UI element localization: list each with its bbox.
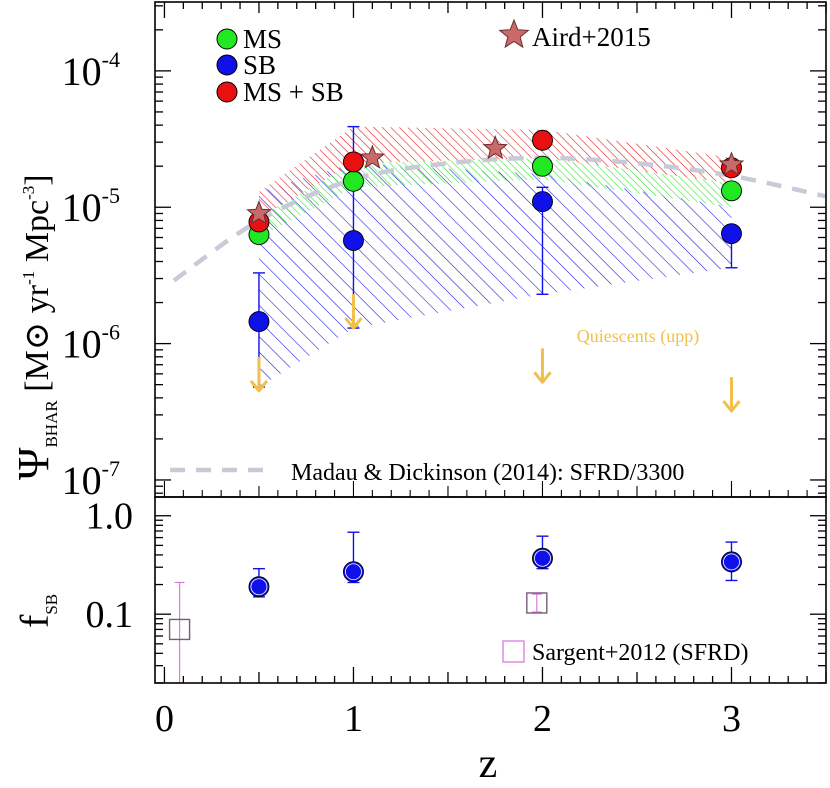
legend-mssb-marker	[216, 81, 238, 103]
point-ms-1	[343, 170, 364, 192]
point-sb-2	[532, 191, 553, 213]
bottom-y-axis-label: fSB	[12, 594, 61, 628]
point-ms-sb-2	[532, 129, 553, 151]
xtick-label-1: 1	[344, 698, 363, 740]
bottom-y-axis-label-main: f	[12, 614, 57, 628]
xtick-label-0: 0	[155, 698, 174, 740]
fsb-point-ring-1	[345, 563, 362, 581]
fsb-point-0	[248, 576, 270, 598]
top-y-axis-label-exp1: -1	[19, 271, 38, 285]
legend-aird-label: Aird+2015	[532, 22, 651, 52]
quiescent-arrow-head-1	[344, 317, 363, 330]
legend-ms-sb: MS SB MS + SB	[216, 24, 344, 107]
axis-tick-labels: 10-7 10-6 10-5 10-4 0.1 1.0 0 1 2 3	[62, 47, 741, 740]
legend-ms-label: MS	[243, 24, 282, 54]
legend-sargent: Sargent+2012 (SFRD)	[502, 640, 748, 666]
fsb-point-1	[343, 561, 364, 583]
point-ms-3	[721, 180, 742, 202]
point-sb-1	[343, 230, 364, 251]
legend-sargent-marker	[502, 640, 525, 663]
axis-ticks	[155, 2, 827, 684]
aird-star-0	[246, 200, 272, 225]
top-ytick-label-2: 10-5	[62, 183, 120, 230]
legend-ms-marker	[216, 28, 238, 50]
legend-madau-label: Madau & Dickinson (2014): SFRD/3300	[291, 460, 684, 486]
legend-aird-marker	[498, 18, 530, 49]
top-ytick-label-1: 10-6	[62, 320, 120, 367]
top-y-axis-label-sub: BHAR	[42, 400, 61, 448]
quiescent-arrow-head-2	[533, 371, 552, 384]
xtick-label-3: 3	[722, 698, 741, 740]
bottom-panel-frame	[154, 496, 827, 684]
bottom-panel-data-marks	[168, 531, 742, 684]
band-1	[259, 157, 732, 238]
aird-star-1	[359, 144, 386, 169]
fsb-point-ring-0	[250, 578, 268, 596]
top-y-axis-label-exp2: -3	[19, 186, 38, 200]
top-panel-bands	[259, 126, 732, 388]
aird-star-2	[482, 135, 508, 160]
sun-symbol: ⊙	[19, 322, 56, 351]
fsb-point-3	[721, 551, 742, 573]
legend-madau: Madau & Dickinson (2014): SFRD/3300	[170, 460, 684, 486]
point-sb-0	[248, 311, 270, 333]
top-y-axis-label-unit-close: ]	[19, 174, 56, 185]
top-y-axis-label-mpc: Mpc	[19, 200, 56, 271]
top-y-axis-label-unit-open: [M	[19, 350, 56, 400]
band-2	[259, 126, 732, 219]
legend-aird: Aird+2015	[498, 18, 651, 52]
aird-star-3	[718, 151, 745, 176]
sargent-square-0	[168, 618, 191, 641]
point-ms-2	[532, 155, 553, 177]
top-y-axis-label: ΨBHAR [M⊙ yr-1 Mpc-3]	[9, 174, 61, 480]
top-ytick-label-0: 10-7	[62, 456, 120, 503]
top-y-axis-label-unit-mid: yr	[19, 284, 56, 322]
legend-sargent-label: Sargent+2012 (SFRD)	[532, 640, 748, 666]
bottom-y-axis-label-sub: SB	[42, 594, 61, 615]
fsb-point-2	[532, 547, 553, 569]
quiescent-arrow-head-3	[722, 400, 741, 413]
quiescents-label: Quiescents (upp)	[577, 326, 699, 347]
quiescent-arrow-head-0	[249, 379, 269, 393]
bottom-ytick-label-1: 1.0	[86, 496, 134, 538]
sargent-square-1	[526, 592, 548, 614]
top-y-axis-label-main: Ψ	[9, 447, 58, 480]
fsb-point-ring-3	[723, 553, 740, 571]
top-panel-data-marks	[246, 125, 745, 413]
legend-sb-marker	[216, 54, 238, 76]
x-axis-label: z	[479, 741, 498, 787]
legend-sb-label: SB	[243, 50, 276, 80]
point-ms-sb-1	[343, 151, 364, 173]
fsb-point-ring-2	[534, 549, 551, 567]
legend-mssb-label: MS + SB	[243, 77, 344, 107]
top-ytick-label-3: 10-4	[62, 47, 120, 94]
xtick-label-2: 2	[533, 698, 552, 740]
point-sb-3	[721, 223, 742, 245]
band-0	[259, 163, 732, 388]
bottom-ytick-label-0: 0.1	[86, 594, 134, 636]
